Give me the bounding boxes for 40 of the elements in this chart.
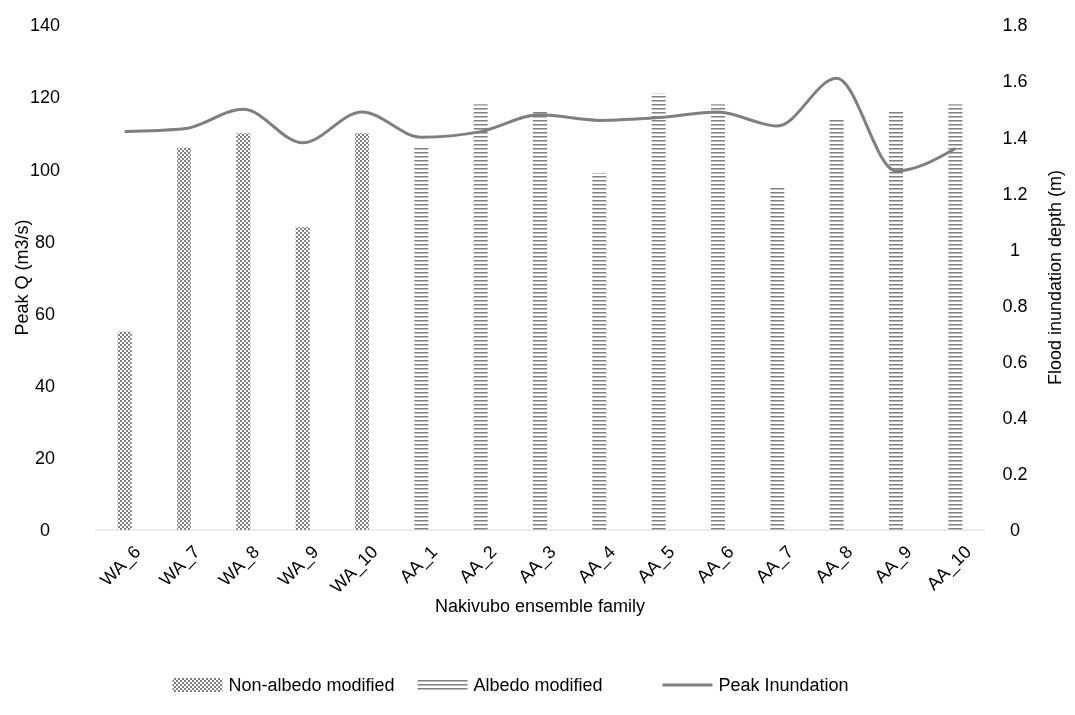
y2-tick-label: 1.8 [1002,15,1028,36]
legend-label: Peak Inundation [718,675,849,696]
bar [651,93,666,530]
y2-tick-label: 0.6 [1002,351,1028,372]
bar [177,147,191,530]
line-series [123,76,957,173]
y2-tick-label: 0.8 [1002,295,1028,316]
y-tick-label: 100 [29,159,61,180]
y2-tick-label: 0 [1009,520,1021,541]
bar [355,133,369,530]
y2-tick-label: 1.2 [1002,183,1028,204]
y-tick-label: 120 [29,87,61,108]
y2-tick-label: 0.4 [1002,408,1028,429]
bar [948,104,963,530]
bar [770,187,785,530]
y-tick-label: 60 [34,303,56,324]
y-tick-label: 20 [34,448,56,469]
y2-axis-title: Flood inundation depth (m) [1045,169,1066,386]
bar [236,133,251,530]
y-tick-label: 40 [34,376,56,397]
bar [829,118,844,530]
legend-label: Albedo modified [473,675,603,696]
bar [889,111,903,530]
legend-label: Non-albedo modified [228,675,395,696]
x-axis-title: Nakivubo ensemble family [434,596,646,616]
bar [711,104,725,530]
y-tick-label: 140 [29,15,61,36]
bar [414,147,429,530]
y-tick-label: 0 [39,520,51,541]
y2-tick-label: 1.6 [1002,71,1028,92]
bar [117,331,132,530]
y-axis-title: Peak Q (m3/s) [12,219,33,336]
y-tick-label: 80 [34,231,56,252]
y2-tick-label: 1 [1009,239,1021,260]
bar [533,111,547,530]
y2-tick-label: 1.4 [1002,127,1028,148]
bar [295,227,310,530]
bar [592,172,607,530]
y2-tick-label: 0.2 [1002,464,1028,485]
bar [473,104,488,530]
